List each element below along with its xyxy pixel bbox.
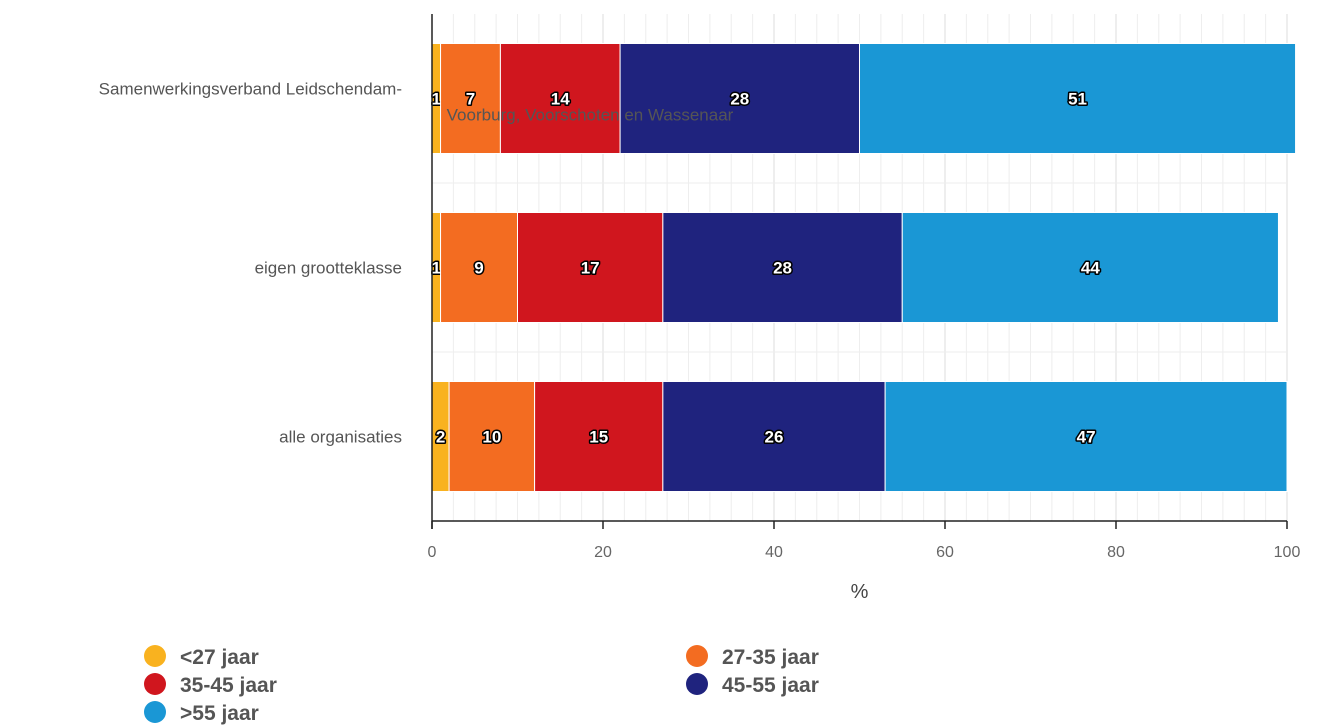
x-tick-label: 40: [765, 544, 783, 561]
bar-segment: [448, 381, 536, 492]
legend-swatch: [144, 645, 166, 667]
x-tick-label: 80: [1107, 544, 1125, 561]
data-label: 7: [466, 90, 475, 109]
x-tick-label: 60: [936, 544, 954, 561]
legend-swatch: [144, 701, 166, 723]
category-label: Samenwerkingsverband Leidschendam-: [99, 80, 402, 99]
data-label: 9: [474, 259, 483, 278]
legend-label: <27 jaar: [180, 646, 259, 669]
bar-segment: [499, 43, 621, 154]
category-labels: Samenwerkingsverband Leidschendam- Voorbu…: [99, 80, 734, 447]
data-label: 28: [773, 259, 792, 278]
legend: <27 jaar 27-35 jaar 35-45 jaar 45-55 jaar >5…: [144, 645, 819, 725]
data-label: 26: [765, 428, 784, 447]
data-label: 28: [730, 90, 749, 109]
legend-swatch: [144, 673, 166, 695]
data-label: 1: [432, 90, 441, 109]
x-axis: 0 20 40 60 80 100: [428, 14, 1301, 561]
bar-segment: [859, 43, 1297, 154]
legend-swatch: [686, 645, 708, 667]
data-label: 14: [551, 90, 570, 109]
data-label: 51: [1068, 90, 1087, 109]
legend-swatch: [686, 673, 708, 695]
data-label: 44: [1081, 259, 1100, 278]
data-label: 47: [1077, 428, 1096, 447]
data-label: 10: [482, 428, 501, 447]
x-tick-label: 0: [428, 544, 437, 561]
bar-segment: [619, 43, 860, 154]
bar-segment: [662, 381, 886, 492]
category-label: alle organisaties: [279, 428, 402, 447]
category-label: eigen grootteklasse: [255, 259, 402, 278]
x-axis-title: %: [851, 581, 869, 603]
data-label: 17: [581, 259, 600, 278]
data-label: 2: [436, 428, 445, 447]
x-tick-label: 20: [594, 544, 612, 561]
legend-label: 27-35 jaar: [722, 646, 819, 669]
bar-segment: [662, 212, 903, 323]
legend-label: 45-55 jaar: [722, 674, 819, 697]
x-tick-label: 100: [1274, 544, 1301, 561]
bar-segment: [440, 43, 501, 154]
bar-segment: [440, 212, 518, 323]
bars: 1 7 14 28 511 9 17 28 442 10 15 26 47: [430, 43, 1297, 492]
data-label: 1: [432, 259, 441, 278]
bar-segment: [901, 212, 1279, 323]
legend-label: >55 jaar: [180, 702, 259, 725]
bar-segment: [884, 381, 1288, 492]
legend-label: 35-45 jaar: [180, 674, 277, 697]
category-label: Voorburg, Voorschoten en Wassenaar: [447, 106, 734, 125]
data-label: 15: [589, 428, 608, 447]
bar-segment: [534, 381, 664, 492]
bar-segment: [517, 212, 664, 323]
